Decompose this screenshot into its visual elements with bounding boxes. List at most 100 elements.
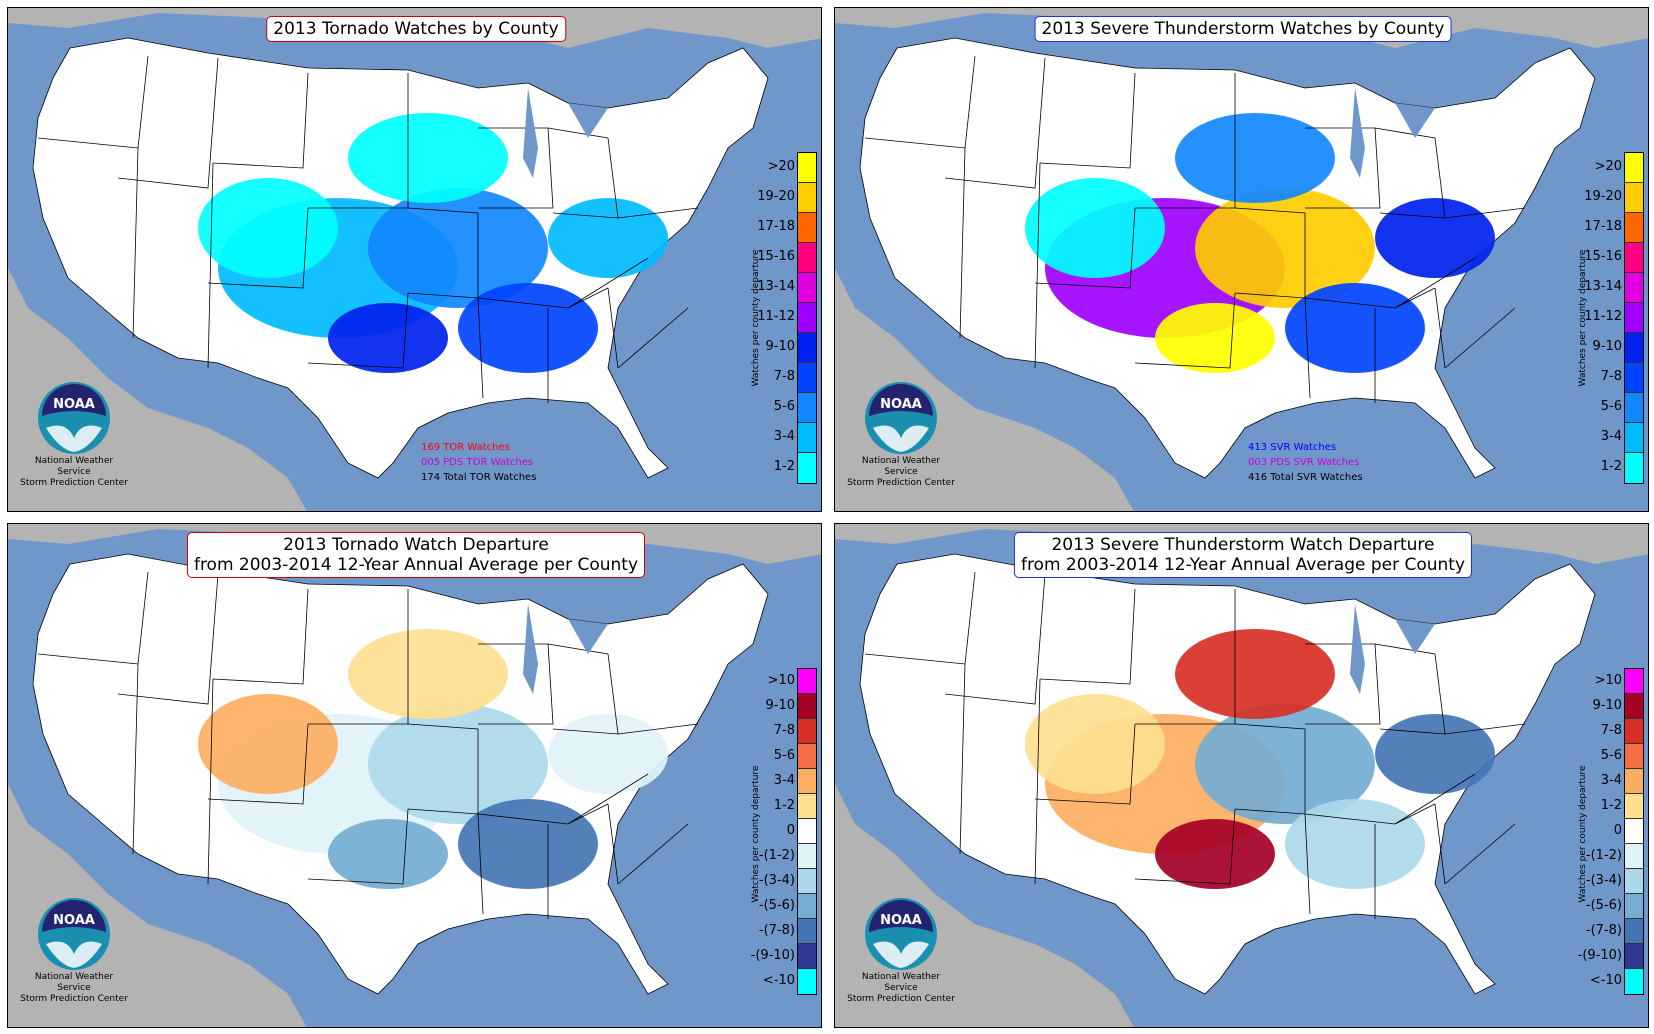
title-line-1: 2013 Tornado Watches by County (273, 19, 559, 39)
colorbar-swatch (1625, 243, 1643, 273)
credit-line-1: National Weather Service (861, 456, 941, 477)
county-shading-region (368, 704, 548, 824)
colorbar-labels: >10 9-10 7-8 5-6 3-4 1-2 0 -(1-2) -(3-4) -(5-6) -(… (743, 668, 795, 993)
colorbar-labels: >10 9-10 7-8 5-6 3-4 1-2 0 -(1-2) -(3-4) -(5-6) -(… (1570, 668, 1622, 993)
county-shading-region (1285, 799, 1425, 889)
colorbar-label: -(1-2) (1585, 848, 1622, 863)
title-line-1: 2013 Severe Thunderstorm Watch Departure (1051, 535, 1435, 555)
state-border (478, 643, 554, 725)
colorbar-swatch (798, 744, 816, 769)
colorbar-swatch (798, 919, 816, 944)
colorbar-label: 7-8 (773, 369, 795, 384)
colorbar-swatch (798, 153, 816, 183)
county-shading-region (458, 283, 598, 373)
colorbar-swatch (1625, 819, 1643, 844)
severe-tstorm-departure-map-panel: 2013 Severe Thunderstorm Watch Departure… (834, 523, 1649, 1028)
noaa-logo: NOAA National Weather Service Storm Predic… (18, 896, 130, 1005)
colorbar-swatch (798, 273, 816, 303)
colorbar-swatch (1625, 919, 1643, 944)
credit-line-1: National Weather Service (34, 972, 114, 993)
colorbar-label: 13-14 (1584, 279, 1622, 294)
colorbar-label: -(3-4) (758, 873, 795, 888)
colorbar-swatch (798, 719, 816, 744)
colorbar-label: -(3-4) (1585, 873, 1622, 888)
state-border (1234, 723, 1306, 815)
colorbar-swatch (798, 944, 816, 969)
noaa-emblem-icon: NOAA (38, 382, 110, 454)
colorbar-swatch (1625, 744, 1643, 769)
colorbar-label: 9-10 (765, 339, 795, 354)
county-shading-region (328, 303, 448, 373)
colorbar-label: 5-6 (773, 399, 795, 414)
county-shading-region (1195, 188, 1375, 308)
state-border (567, 257, 649, 309)
county-shading-region (348, 113, 508, 203)
state-border (607, 287, 619, 369)
state-border (307, 808, 409, 885)
tornado-watches-map-panel: 2013 Tornado Watches by County >20 19-20 1… (7, 7, 822, 512)
colorbar-swatch (798, 183, 816, 213)
colorbar-swatch (1625, 453, 1643, 483)
noaa-logo: NOAA National Weather Service Storm Predic… (845, 380, 957, 489)
colorbar (1624, 668, 1644, 995)
svg-text:NOAA: NOAA (53, 397, 95, 412)
state-border (1134, 292, 1236, 369)
state-border (959, 147, 966, 339)
colorbar-label: 19-20 (1584, 189, 1622, 204)
stat-tor: 169 TOR Watches (421, 442, 510, 453)
colorbar-label: 11-12 (1584, 309, 1622, 324)
colorbar-label: -(5-6) (758, 898, 795, 913)
colorbar-swatch (798, 819, 816, 844)
stat-svr: 413 SVR Watches (1248, 442, 1337, 453)
colorbar-label: -(7-8) (758, 923, 795, 938)
stat-pds: 005 PDS TOR Watches (421, 457, 534, 468)
county-shading-region (1025, 694, 1165, 794)
colorbar-label: 9-10 (765, 698, 795, 713)
county-shading-region (1155, 819, 1275, 889)
colorbar-label: 17-18 (1584, 219, 1622, 234)
county-shading-region (1375, 198, 1495, 278)
county-shading-region (1025, 178, 1165, 278)
county-shading-region (328, 819, 448, 889)
svg-text:NOAA: NOAA (880, 913, 922, 928)
colorbar-swatch (798, 333, 816, 363)
credit-line-2: Storm Prediction Center (20, 994, 128, 1004)
colorbar-swatch (1625, 333, 1643, 363)
state-border (1394, 773, 1476, 825)
colorbar-label: -(5-6) (1585, 898, 1622, 913)
watch-stats: 169 TOR Watches 005 PDS TOR Watches 174 … (421, 440, 536, 485)
credit-line-1: National Weather Service (861, 972, 941, 993)
colorbar-swatch (1625, 423, 1643, 453)
colorbar-swatch (798, 969, 816, 994)
colorbar-label: 5-6 (1600, 748, 1622, 763)
colorbar-label: >20 (767, 159, 795, 174)
colorbar-label: 7-8 (1600, 369, 1622, 384)
colorbar-swatch (798, 393, 816, 423)
colorbar (797, 152, 817, 484)
great-lake (1395, 103, 1435, 138)
great-lake (1395, 619, 1435, 654)
state-border (1434, 803, 1446, 885)
colorbar-swatch (1625, 303, 1643, 333)
state-border (207, 162, 214, 369)
credit-line-2: Storm Prediction Center (847, 478, 955, 488)
colorbar-swatch (798, 423, 816, 453)
title-line-1: 2013 Tornado Watch Departure (283, 535, 549, 555)
colorbar-label: <-10 (1589, 973, 1622, 988)
colorbar-swatch (798, 869, 816, 894)
state-border (212, 588, 309, 685)
map-title: 2013 Tornado Watch Departure from 2003-2… (186, 532, 646, 578)
credit-line-1: National Weather Service (34, 456, 114, 477)
colorbar-label: 17-18 (757, 219, 795, 234)
colorbar-swatch (1625, 669, 1643, 694)
colorbar-swatch (798, 894, 816, 919)
state-border (478, 127, 554, 209)
county-shading-region (1285, 283, 1425, 373)
state-border (1434, 287, 1446, 369)
colorbar-swatch (798, 794, 816, 819)
state-border (407, 207, 479, 299)
watch-stats: 413 SVR Watches 003 PDS SVR Watches 416 … (1248, 440, 1363, 485)
noaa-emblem-icon: NOAA (38, 898, 110, 970)
us-county-map (8, 8, 821, 511)
noaa-logo: NOAA National Weather Service Storm Predic… (18, 380, 130, 489)
